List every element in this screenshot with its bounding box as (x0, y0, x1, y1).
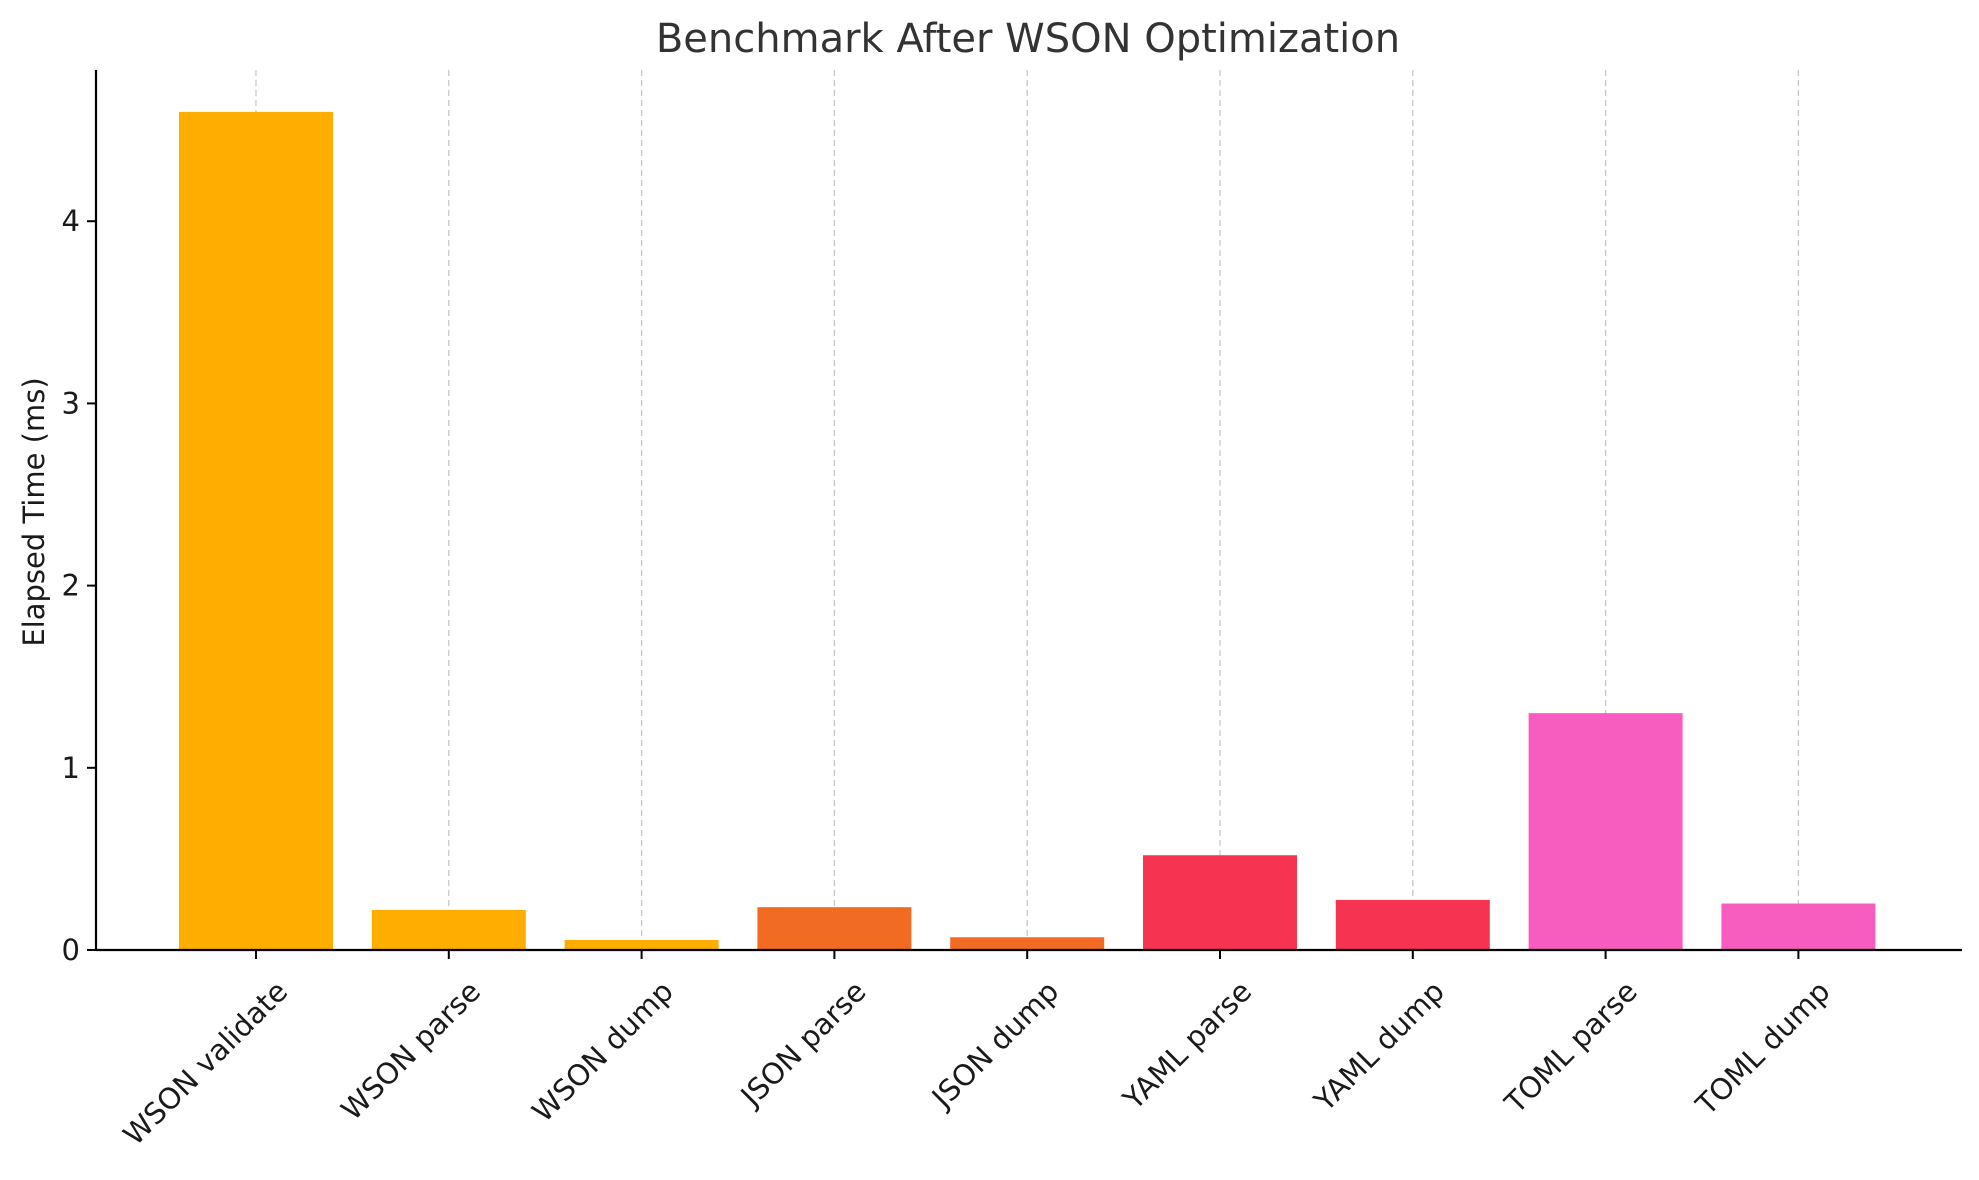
y-tick-label-4: 4 (62, 204, 80, 238)
x-tick-label-1: WSON parse (334, 974, 487, 1127)
x-tick-label-6: YAML dump (1307, 974, 1451, 1118)
x-tick-label-2: WSON dump (525, 974, 679, 1128)
y-axis-label: Elapsed Time (ms) (17, 377, 51, 646)
x-tick-label-0: WSON validate (117, 974, 295, 1152)
x-tick-label-3: JSON parse (733, 974, 873, 1114)
bar-7 (1528, 713, 1683, 950)
x-tick-label-8: TOML dump (1689, 974, 1837, 1122)
chart-title: Benchmark After WSON Optimization (656, 16, 1400, 62)
bar-1 (371, 909, 526, 950)
bar-5 (1143, 855, 1297, 950)
x-ticks: WSON validate WSON parse WSON dump JSON par… (117, 950, 1837, 1152)
y-tick-label-3: 3 (62, 386, 80, 420)
x-tick-label-7: TOML parse (1497, 974, 1643, 1120)
x-tick-label-5: YAML parse (1116, 974, 1259, 1117)
bar-0 (179, 111, 333, 950)
bar-3 (757, 907, 912, 950)
axes (94, 70, 1962, 952)
y-tick-label-0: 0 (62, 933, 80, 967)
x-tick-label-4: JSON dump (924, 974, 1066, 1116)
bar-2 (564, 939, 719, 950)
y-tick-label-2: 2 (62, 569, 80, 603)
bar-8 (1721, 903, 1876, 950)
bar-4 (950, 937, 1105, 950)
y-ticks: 0 1 2 3 4 (62, 204, 96, 967)
bars (179, 111, 1876, 950)
bar-6 (1335, 899, 1490, 950)
y-tick-label-1: 1 (62, 751, 80, 785)
